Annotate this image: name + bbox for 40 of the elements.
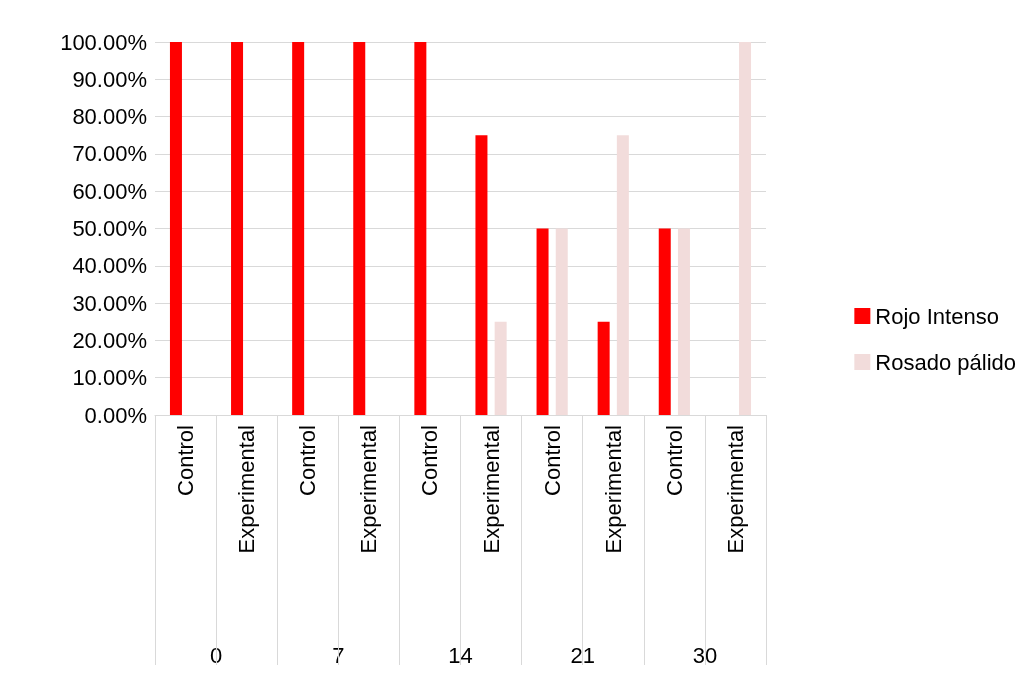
x-tick-label: Experimental — [356, 425, 382, 554]
bar — [616, 135, 629, 415]
y-tick-label: 30.00% — [72, 290, 147, 316]
y-tick-label: 60.00% — [72, 178, 147, 204]
y-tick-label: 10.00% — [72, 365, 147, 391]
bar — [494, 321, 507, 415]
x-tick-label: Experimental — [478, 425, 504, 554]
text: 21 — [570, 642, 595, 668]
x-tick-label: Control — [417, 425, 443, 496]
x-tick-label: Control — [295, 425, 321, 496]
text: 30 — [692, 642, 718, 668]
bar — [231, 42, 244, 415]
x-tick-label: Experimental — [722, 425, 748, 554]
y-tick-label: 20.00% — [72, 327, 147, 353]
x-tick-label: Control — [539, 425, 565, 496]
legend-label: Rosado pálido — [875, 349, 1017, 375]
text: 14 — [448, 642, 473, 668]
bar — [169, 42, 182, 415]
x-tick-label: Experimental — [234, 425, 260, 554]
bar — [353, 42, 366, 415]
bar — [555, 228, 568, 415]
bar — [739, 42, 752, 415]
y-tick-label: 70.00% — [72, 141, 147, 167]
x-tick-label: Control — [661, 425, 687, 496]
bar — [677, 228, 690, 415]
x-tick-label: Control — [173, 425, 199, 496]
y-tick-label: 80.00% — [72, 104, 147, 130]
x-tick-label: Experimental — [600, 425, 626, 554]
bar — [475, 135, 488, 415]
bar — [414, 42, 427, 415]
legend-label: Rojo Intenso — [875, 303, 999, 329]
y-tick-label: 100.00% — [60, 29, 147, 55]
bar — [658, 228, 671, 415]
y-tick-label: 0.00% — [84, 402, 147, 428]
bar — [597, 321, 610, 415]
bar — [292, 42, 305, 415]
y-tick-label: 50.00% — [72, 216, 147, 241]
y-tick-label: 40.00% — [72, 253, 147, 279]
y-tick-label: 90.00% — [72, 66, 147, 92]
bar — [536, 228, 549, 415]
